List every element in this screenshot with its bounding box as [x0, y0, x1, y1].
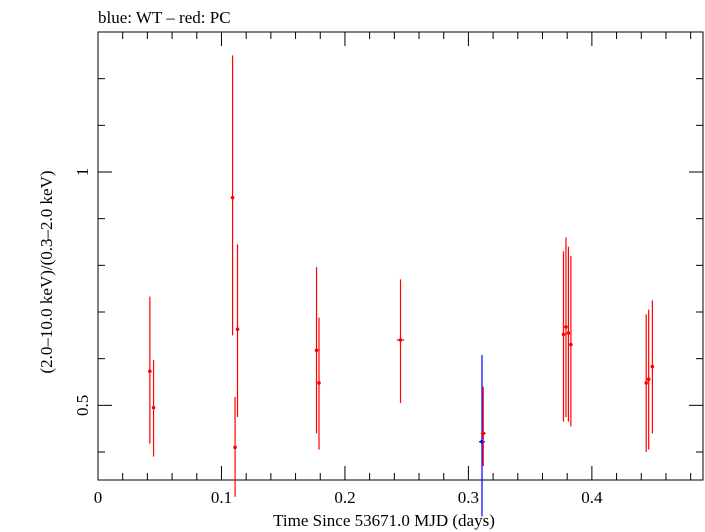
point-marker	[481, 431, 486, 436]
x-tick-label: 0.3	[458, 488, 479, 507]
data-point	[230, 55, 235, 336]
y-tick-label: 1	[73, 168, 92, 177]
data-point	[644, 314, 649, 452]
data-point	[564, 237, 568, 417]
data-point	[480, 386, 486, 466]
data-point	[569, 256, 573, 427]
point-marker	[398, 338, 403, 342]
data-point	[151, 360, 156, 457]
point-marker	[569, 342, 573, 347]
data-point	[233, 396, 237, 497]
data-point	[650, 300, 655, 434]
x-axis-label: Time Since 53671.0 MJD (days)	[273, 511, 495, 530]
point-marker	[566, 331, 571, 335]
data-points	[148, 55, 655, 517]
data-point	[646, 309, 651, 450]
point-marker	[314, 348, 319, 353]
data-point	[561, 251, 566, 422]
point-marker	[644, 381, 649, 385]
plot-frame	[97, 31, 704, 481]
point-marker	[235, 327, 240, 332]
point-marker	[561, 332, 566, 337]
point-marker	[564, 325, 568, 329]
point-marker	[233, 445, 237, 450]
x-tick-label: 0	[94, 488, 103, 507]
point-marker	[317, 381, 321, 385]
data-point	[566, 246, 571, 422]
point-marker	[230, 195, 235, 200]
point-marker	[151, 405, 156, 410]
data-point	[314, 267, 319, 434]
x-tick-label: 0.1	[211, 488, 232, 507]
data-point	[235, 244, 240, 417]
x-tick-label: 0.4	[581, 488, 603, 507]
point-marker	[148, 369, 152, 374]
x-tick-label: 0.2	[334, 488, 355, 507]
y-tick-label: 0.5	[73, 395, 92, 416]
data-point	[478, 354, 486, 517]
point-marker	[646, 377, 651, 382]
data-point	[317, 317, 321, 450]
data-point	[148, 296, 152, 444]
point-marker	[650, 364, 655, 369]
chart-title: blue: WT – red: PC	[98, 8, 231, 27]
data-point	[396, 279, 405, 403]
x-axis-ticks: 0 0.1 0.2 0.3 0.4	[94, 32, 692, 507]
y-axis-ticks: 0.51	[73, 78, 703, 453]
y-axis-label: (2.0–10.0 keV)/(0.3–2.0 keV)	[37, 170, 56, 373]
